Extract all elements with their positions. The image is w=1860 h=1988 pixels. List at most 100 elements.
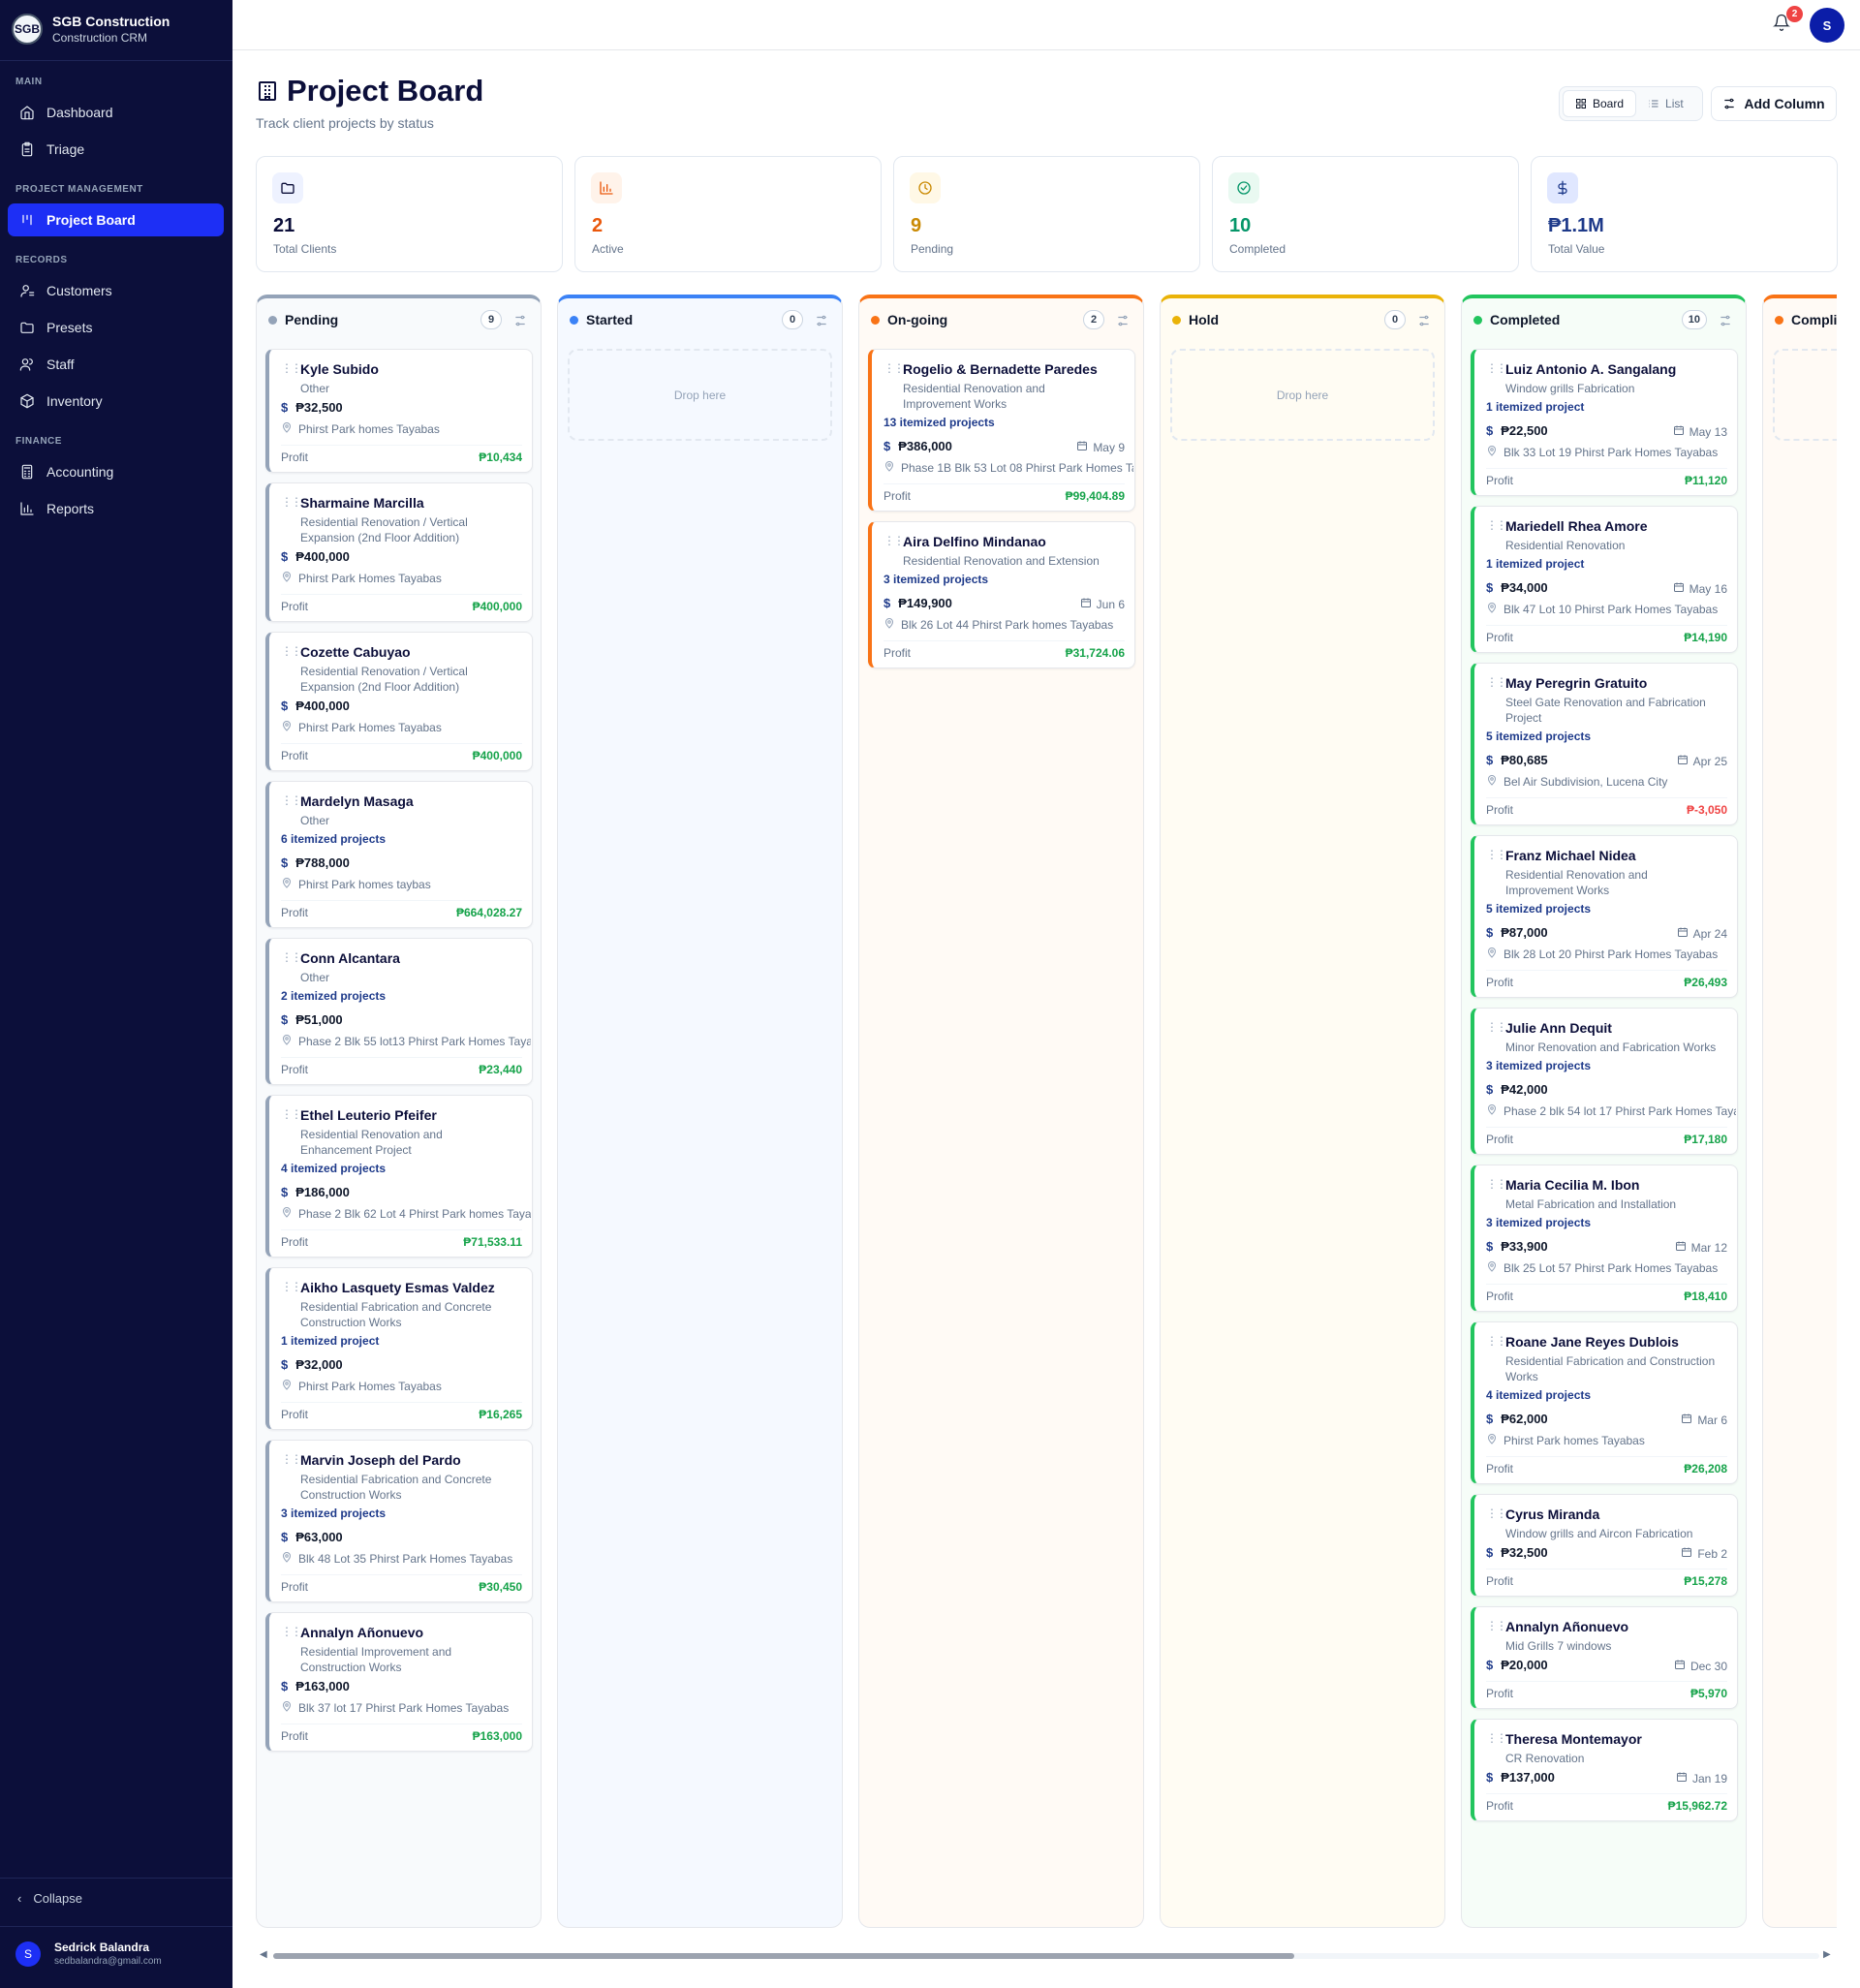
- drag-handle-icon[interactable]: ⋮⋮: [281, 361, 302, 375]
- drop-zone[interactable]: Drop here: [1170, 349, 1435, 441]
- project-card[interactable]: ⋮⋮ Annalyn Añonuevo Residential Improvemen…: [265, 1612, 533, 1752]
- project-card[interactable]: ⋮⋮ Franz Michael Nidea Residential Renovat…: [1471, 835, 1738, 998]
- itemized-projects-link[interactable]: 13 itemized projects: [884, 416, 995, 429]
- drag-handle-icon[interactable]: ⋮⋮: [281, 1107, 302, 1121]
- profit-value: ₱10,434: [479, 450, 522, 464]
- divider: [884, 483, 1125, 484]
- project-card[interactable]: ⋮⋮ Mariedell Rhea Amore Residential Renova…: [1471, 506, 1738, 653]
- horizontal-scrollbar[interactable]: ◀ ▶: [256, 1947, 1837, 1963]
- project-amount: $ ₱32,500: [281, 400, 343, 415]
- drag-handle-icon[interactable]: ⋮⋮: [1486, 848, 1507, 861]
- project-card[interactable]: ⋮⋮ Annalyn Añonuevo Mid Grills 7 windows $ ₱…: [1471, 1606, 1738, 1709]
- project-card[interactable]: ⋮⋮ May Peregrin Gratuito Steel Gate Renova…: [1471, 663, 1738, 825]
- drag-handle-icon[interactable]: ⋮⋮: [1486, 1507, 1507, 1520]
- column-settings-icon[interactable]: [1719, 314, 1732, 327]
- sidebar-item-reports[interactable]: Reports: [8, 492, 224, 525]
- project-card[interactable]: ⋮⋮ Mardelyn Masaga Other 6 itemized project…: [265, 781, 533, 928]
- project-card[interactable]: ⋮⋮ Kyle Subido Other $ ₱32,500 Phirst Park ho…: [265, 349, 533, 473]
- page-title: Project Board: [287, 74, 484, 108]
- location-text: Blk 33 Lot 19 Phirst Park Homes Tayabas: [1504, 445, 1719, 459]
- column-settings-icon[interactable]: [1417, 314, 1431, 327]
- drag-handle-icon[interactable]: ⋮⋮: [1486, 675, 1507, 689]
- drag-handle-icon[interactable]: ⋮⋮: [1486, 1619, 1507, 1632]
- itemized-projects-link[interactable]: 3 itemized projects: [1486, 1216, 1592, 1229]
- itemized-projects-link[interactable]: 1 itemized project: [1486, 400, 1585, 414]
- project-card[interactable]: ⋮⋮ Roane Jane Reyes Dublois Residential Fa…: [1471, 1321, 1738, 1484]
- itemized-projects-link[interactable]: 1 itemized project: [281, 1334, 380, 1348]
- drag-handle-icon[interactable]: ⋮⋮: [1486, 1020, 1507, 1034]
- sidebar-item-dashboard[interactable]: Dashboard: [8, 96, 224, 129]
- project-amount: $ ₱137,000: [1486, 1770, 1555, 1785]
- scroll-left-icon[interactable]: ◀: [260, 1949, 267, 1960]
- project-card[interactable]: ⋮⋮ Cozette Cabuyao Residential Renovation …: [265, 632, 533, 771]
- project-card[interactable]: ⋮⋮ Aira Delfino Mindanao Residential Renov…: [868, 521, 1135, 668]
- project-card[interactable]: ⋮⋮ Luiz Antonio A. Sangalang Window grills…: [1471, 349, 1738, 496]
- project-category: Residential Fabrication and Construction…: [1505, 1354, 1716, 1383]
- itemized-projects-link[interactable]: 3 itemized projects: [1486, 1059, 1592, 1072]
- itemized-projects-link[interactable]: 4 itemized projects: [1486, 1388, 1592, 1402]
- sidebar-item-label: Customers: [46, 283, 112, 298]
- project-card[interactable]: ⋮⋮ Marvin Joseph del Pardo Residential Fab…: [265, 1440, 533, 1602]
- column-settings-icon[interactable]: [815, 314, 828, 327]
- drag-handle-icon[interactable]: ⋮⋮: [1486, 1177, 1507, 1191]
- sidebar-item-customers[interactable]: Customers: [8, 274, 224, 307]
- project-card[interactable]: ⋮⋮ Julie Ann Dequit Minor Renovation and F…: [1471, 1008, 1738, 1155]
- scroll-thumb[interactable]: [273, 1953, 1294, 1959]
- itemized-projects-link[interactable]: 3 itemized projects: [884, 573, 989, 586]
- project-card[interactable]: ⋮⋮ Cyrus Miranda Window grills and Aircon …: [1471, 1494, 1738, 1597]
- profit-value: ₱14,190: [1684, 631, 1727, 644]
- project-card[interactable]: ⋮⋮ Maria Cecilia M. Ibon Metal Fabrication…: [1471, 1165, 1738, 1312]
- add-column-button[interactable]: Add Column: [1711, 86, 1837, 121]
- project-card[interactable]: ⋮⋮ Sharmaine Marcilla Residential Renovati…: [265, 482, 533, 622]
- drag-handle-icon[interactable]: ⋮⋮: [281, 644, 302, 658]
- project-card[interactable]: ⋮⋮ Rogelio & Bernadette Paredes Residentia…: [868, 349, 1135, 512]
- drop-zone[interactable]: Drop here: [1773, 349, 1837, 441]
- scroll-right-icon[interactable]: ▶: [1823, 1949, 1831, 1960]
- project-amount: $ ₱22,500: [1486, 423, 1548, 438]
- drag-handle-icon[interactable]: ⋮⋮: [281, 793, 302, 807]
- sidebar-item-project-board[interactable]: Project Board: [8, 203, 224, 236]
- column-settings-icon[interactable]: [513, 314, 527, 327]
- column-settings-icon[interactable]: [1116, 314, 1130, 327]
- drag-handle-icon[interactable]: ⋮⋮: [1486, 361, 1507, 375]
- drag-handle-icon[interactable]: ⋮⋮: [281, 950, 302, 964]
- brand[interactable]: SGB SGB Construction Construction CRM: [12, 14, 225, 45]
- drag-handle-icon[interactable]: ⋮⋮: [281, 1280, 302, 1293]
- drag-handle-icon[interactable]: ⋮⋮: [1486, 1334, 1507, 1348]
- project-card[interactable]: ⋮⋮ Theresa Montemayor CR Renovation $ ₱137,0…: [1471, 1719, 1738, 1821]
- drag-handle-icon[interactable]: ⋮⋮: [884, 534, 905, 547]
- avatar[interactable]: S: [1810, 8, 1844, 43]
- sidebar-item-inventory[interactable]: Inventory: [8, 385, 224, 418]
- column-header: On-going: [871, 312, 947, 327]
- drag-handle-icon[interactable]: ⋮⋮: [281, 1452, 302, 1466]
- sidebar-item-staff[interactable]: Staff: [8, 348, 224, 381]
- user-profile[interactable]: S Sedrick Balandra sedbalandra@gmail.com: [16, 1941, 162, 1967]
- notifications-button[interactable]: [1773, 14, 1792, 33]
- itemized-projects-link[interactable]: 3 itemized projects: [281, 1507, 387, 1520]
- drag-handle-icon[interactable]: ⋮⋮: [281, 1625, 302, 1638]
- itemized-projects-link[interactable]: 6 itemized projects: [281, 832, 387, 846]
- sidebar-item-triage[interactable]: Triage: [8, 133, 224, 166]
- list-view-button[interactable]: List: [1636, 90, 1695, 117]
- profit-value: ₱15,278: [1684, 1574, 1727, 1588]
- itemized-projects-link[interactable]: 5 itemized projects: [1486, 902, 1592, 916]
- project-card[interactable]: ⋮⋮ Ethel Leuterio Pfeifer Residential Reno…: [265, 1095, 533, 1258]
- itemized-projects-link[interactable]: 1 itemized project: [1486, 557, 1585, 571]
- drag-handle-icon[interactable]: ⋮⋮: [1486, 1731, 1507, 1745]
- drag-handle-icon[interactable]: ⋮⋮: [281, 495, 302, 509]
- sidebar-item-accounting[interactable]: Accounting: [8, 455, 224, 488]
- project-card[interactable]: ⋮⋮ Conn Alcantara Other 2 itemized projects…: [265, 938, 533, 1085]
- map-pin-icon: [1486, 445, 1498, 459]
- drag-handle-icon[interactable]: ⋮⋮: [1486, 518, 1507, 532]
- drop-zone[interactable]: Drop here: [568, 349, 832, 441]
- itemized-projects-link[interactable]: 2 itemized projects: [281, 989, 387, 1003]
- itemized-projects-link[interactable]: 4 itemized projects: [281, 1162, 387, 1175]
- sidebar-item-presets[interactable]: Presets: [8, 311, 224, 344]
- divider: [1486, 1793, 1727, 1794]
- project-card[interactable]: ⋮⋮ Aikho Lasquety Esmas Valdez Residential…: [265, 1267, 533, 1430]
- itemized-projects-link[interactable]: 5 itemized projects: [1486, 730, 1592, 743]
- collapse-button[interactable]: ‹ Collapse: [17, 1891, 82, 1906]
- drag-handle-icon[interactable]: ⋮⋮: [884, 361, 905, 375]
- dollar-icon: $: [1486, 1770, 1494, 1785]
- board-view-button[interactable]: Board: [1563, 90, 1637, 117]
